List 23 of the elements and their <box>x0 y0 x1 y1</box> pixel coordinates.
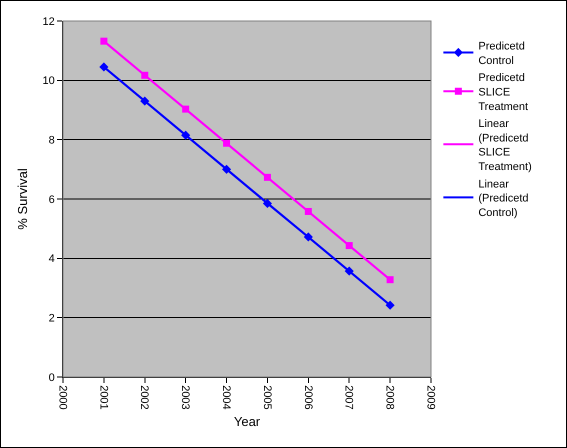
y-tick-label: 0 <box>48 372 55 384</box>
x-tick-label: 2007 <box>342 385 355 410</box>
x-tick-label: 2009 <box>424 385 436 410</box>
x-tick-label: 2005 <box>260 385 273 410</box>
x-tick-label: 2008 <box>384 385 396 410</box>
legend-label: Linear (Predicetd SLICE Treatment) <box>478 118 532 174</box>
x-tick-label: 2006 <box>302 385 314 410</box>
y-tick-label: 10 <box>42 75 55 88</box>
legend-label: Linear (Predicetd Control) <box>478 178 528 219</box>
x-tick-label: 2004 <box>220 385 232 410</box>
x-tick-label: 2000 <box>56 385 68 410</box>
y-tick-label: 12 <box>42 16 55 28</box>
legend-label: Predicetd Control <box>478 40 525 67</box>
y-tick-label: 2 <box>48 312 55 325</box>
y-tick-label: 8 <box>48 134 55 147</box>
x-tick-label: 2003 <box>179 385 192 410</box>
y-tick-label: 6 <box>48 194 55 206</box>
x-axis-title: Year <box>234 414 261 429</box>
y-axis-title: % Survival <box>15 168 30 230</box>
x-tick-label: 2002 <box>138 385 150 410</box>
legend-label: Predicetd SLICE Treatment <box>478 72 528 113</box>
y-tick-label: 4 <box>48 253 55 266</box>
x-tick-label: 2001 <box>97 385 110 410</box>
